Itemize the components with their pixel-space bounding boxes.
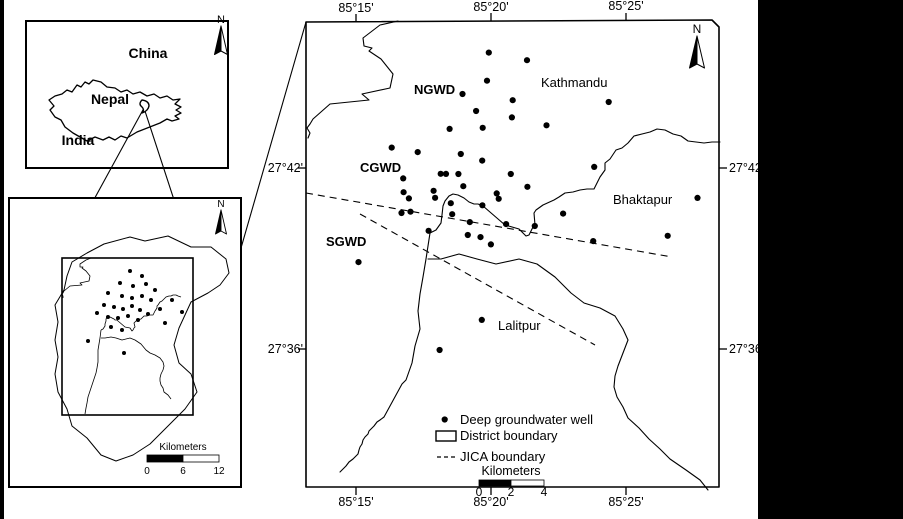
svg-text:China: China (129, 45, 168, 61)
svg-text:0: 0 (144, 466, 150, 477)
svg-text:27°42': 27°42' (729, 161, 764, 175)
svg-text:4: 4 (541, 485, 548, 499)
svg-text:Nepal: Nepal (91, 91, 129, 107)
svg-text:0: 0 (476, 485, 483, 499)
svg-text:85°15': 85°15' (338, 1, 373, 15)
svg-text:N: N (693, 22, 702, 36)
svg-text:27°36': 27°36' (268, 342, 303, 356)
svg-text:India: India (62, 132, 95, 148)
svg-text:District boundary: District boundary (460, 428, 558, 443)
svg-text:SGWD: SGWD (326, 234, 366, 249)
svg-text:Kathmandu: Kathmandu (541, 75, 608, 90)
svg-text:Kilometers: Kilometers (159, 442, 206, 453)
svg-text:2: 2 (508, 485, 515, 499)
svg-text:Lalitpur: Lalitpur (498, 318, 541, 333)
svg-text:Deep groundwater well: Deep groundwater well (460, 412, 593, 427)
svg-text:Bhaktapur: Bhaktapur (613, 192, 673, 207)
svg-text:N: N (217, 199, 224, 210)
svg-text:CGWD: CGWD (360, 160, 401, 175)
svg-text:N: N (217, 14, 225, 26)
svg-text:85°20': 85°20' (473, 0, 508, 14)
svg-text:Kilometers: Kilometers (481, 464, 540, 478)
svg-text:NGWD: NGWD (414, 82, 455, 97)
svg-text:85°25': 85°25' (608, 0, 643, 13)
svg-text:85°15': 85°15' (338, 495, 373, 509)
svg-text:27°36': 27°36' (729, 342, 764, 356)
svg-text:27°42': 27°42' (268, 161, 303, 175)
svg-text:JICA boundary: JICA boundary (460, 449, 546, 464)
svg-text:12: 12 (213, 466, 225, 477)
svg-text:6: 6 (180, 466, 186, 477)
svg-text:85°25': 85°25' (608, 495, 643, 509)
